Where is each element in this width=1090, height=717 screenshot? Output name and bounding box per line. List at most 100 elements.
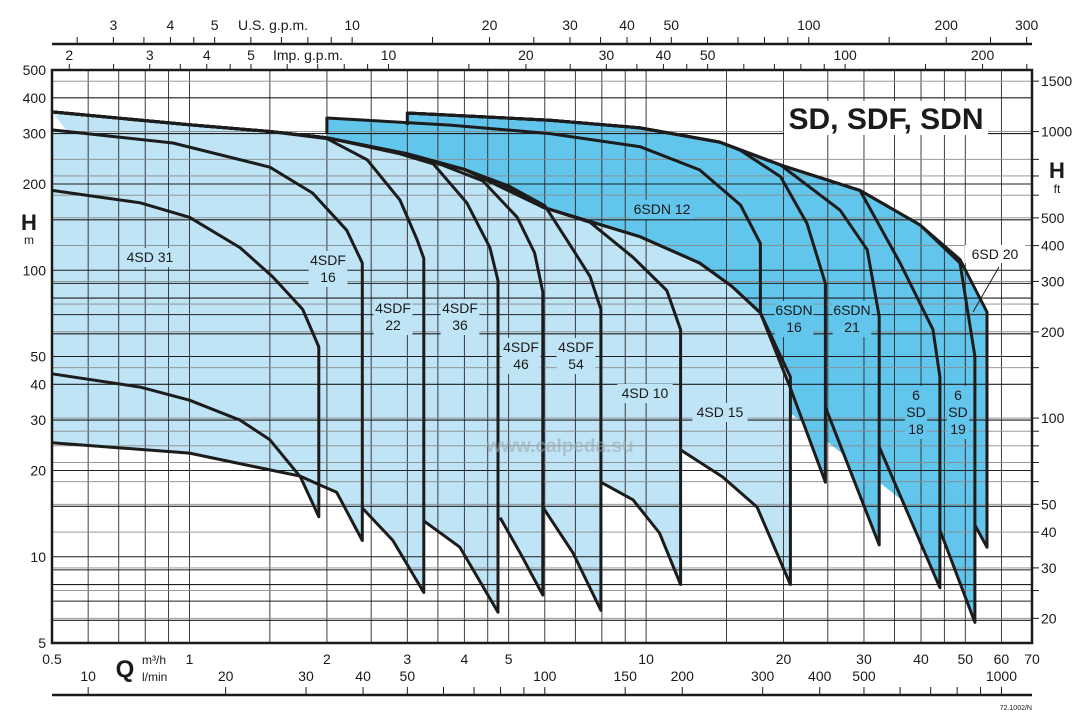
chart-title: SD, SDF, SDN	[788, 103, 983, 136]
y-tick-label-m: 300	[23, 126, 47, 142]
x-tick-label-m3h: 2	[323, 651, 331, 667]
range-label-bg	[617, 384, 673, 403]
x-tick-label-m3h: 10	[638, 651, 654, 667]
range-label: 4SDF	[558, 339, 594, 355]
range-label: 19	[950, 421, 966, 437]
range-label: 16	[786, 319, 802, 335]
x-tick-label-us-gpm: 40	[619, 17, 635, 33]
x-tick-label-lmin: 50	[400, 668, 416, 684]
range-label: 18	[908, 421, 924, 437]
range-label-bg	[946, 386, 970, 439]
x-unit-lmin: l/min	[142, 670, 167, 684]
range-label: 6SDN	[775, 302, 812, 318]
x-unit-m3h: m³/h	[142, 653, 166, 667]
range-label: 6SDN 12	[634, 201, 691, 217]
range-label-leader	[972, 266, 1000, 313]
range-label: 36	[452, 317, 468, 333]
range-label: 16	[320, 269, 336, 285]
drawing-code: 72.1002/N	[1000, 705, 1032, 712]
range-label-bg	[904, 386, 928, 439]
y-tick-label-ft: 200	[1041, 324, 1065, 340]
x-tick-label-imp-gpm: 40	[656, 47, 672, 63]
x-tick-label-lmin: 100	[533, 668, 557, 684]
y-tick-label-ft: 20	[1041, 610, 1057, 626]
x-tick-label-m3h: 20	[776, 651, 792, 667]
range-label-bg	[832, 301, 872, 337]
x-tick-label-imp-gpm: 50	[700, 47, 716, 63]
x-tick-label-lmin: 30	[298, 668, 314, 684]
x-tick-label-us-gpm: 200	[935, 17, 959, 33]
watermark: www.calpeda.su	[485, 436, 633, 457]
y-tick-label-ft: 30	[1041, 560, 1057, 576]
x-tick-label-lmin: 200	[671, 668, 695, 684]
y-tick-label-m: 20	[30, 463, 46, 479]
y-tick-label-ft: 500	[1041, 210, 1065, 226]
y-tick-label-m: 200	[23, 176, 47, 192]
x-tick-label-us-gpm: 300	[1015, 17, 1039, 33]
range-label-bg	[965, 245, 1025, 263]
x-tick-label-m3h: 40	[913, 651, 929, 667]
imp-gpm-label: Imp. g.p.m.	[273, 47, 343, 63]
x-tick-label-m3h: 5	[505, 651, 513, 667]
x-tick-label-lmin: 10	[80, 668, 96, 684]
y-tick-label-m: 100	[23, 262, 47, 278]
y-tick-label-m: 500	[23, 62, 47, 78]
x-tick-label-imp-gpm: 200	[971, 47, 995, 63]
x-tick-label-m3h: 50	[957, 651, 973, 667]
range-outline-6sdn12	[325, 116, 762, 315]
x-tick-label-lmin: 300	[751, 668, 775, 684]
y-tick-label-m: 5	[38, 635, 46, 651]
y-tick-label-ft: 50	[1041, 496, 1057, 512]
x-tick-label-imp-gpm: 4	[203, 47, 211, 63]
x-tick-label-us-gpm: 5	[211, 17, 219, 33]
axes: 5004003002001005040302010515001000500400…	[23, 17, 1072, 697]
y-left-symbol: H	[21, 210, 37, 235]
x-tick-label-lmin: 20	[218, 668, 234, 684]
range-label: 4SDF	[442, 300, 478, 316]
x-tick-label-lmin: 40	[355, 668, 371, 684]
x-tick-label-imp-gpm: 5	[247, 47, 255, 63]
title-box: SD, SDF, SDN	[784, 101, 988, 136]
us-gpm-label: U.S. g.p.m.	[238, 17, 308, 33]
range-fill-6sd20	[407, 113, 987, 548]
x-tick-label-lmin: 150	[614, 668, 638, 684]
x-tick-label-us-gpm: 100	[797, 17, 821, 33]
x-tick-label-us-gpm: 4	[167, 17, 175, 33]
range-label: 6SDN	[833, 302, 870, 318]
range-label: 4SDF	[375, 300, 411, 316]
y-tick-label-m: 400	[23, 90, 47, 106]
range-label: 4SD 15	[697, 404, 744, 420]
range-label: 6	[912, 387, 920, 403]
y-tick-label-m: 10	[30, 549, 46, 565]
x-tick-label-imp-gpm: 30	[599, 47, 615, 63]
range-fill-4sd15	[52, 111, 791, 585]
y-tick-label-m: 50	[30, 349, 46, 365]
x-tick-label-lmin: 400	[808, 668, 832, 684]
x-tick-label-m3h: 60	[994, 651, 1010, 667]
range-label: 54	[568, 356, 584, 372]
range-outline-4sdf16	[51, 128, 364, 542]
x-tick-label-lmin: 1000	[986, 668, 1017, 684]
range-label-bg	[308, 251, 348, 287]
plot-border	[50, 68, 1034, 645]
range-label-bg	[556, 338, 596, 374]
x-tick-label-lmin: 500	[852, 668, 876, 684]
range-label: 6	[954, 387, 962, 403]
range-outline-6sd20	[407, 111, 989, 549]
y-tick-label-m: 30	[30, 412, 46, 428]
x-tick-label-us-gpm: 50	[664, 17, 680, 33]
x-tick-label-imp-gpm: 100	[833, 47, 857, 63]
y-tick-label-ft: 40	[1041, 524, 1057, 540]
y-tick-label-ft: 1000	[1041, 124, 1072, 140]
range-outlines	[51, 110, 989, 624]
range-label: 4SDF	[503, 339, 539, 355]
x-tick-label-m3h: 30	[856, 651, 872, 667]
range-label-bg	[630, 200, 694, 219]
x-tick-label-us-gpm: 10	[344, 17, 360, 33]
range-label: SD	[948, 404, 967, 420]
range-outline-4sd31	[51, 188, 321, 519]
x-tick-label-m3h: 0.5	[42, 651, 62, 667]
